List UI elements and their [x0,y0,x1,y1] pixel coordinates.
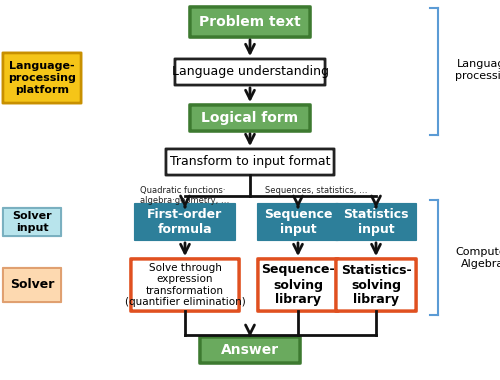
Text: Transform to input format: Transform to input format [170,155,330,168]
FancyBboxPatch shape [3,208,61,236]
Text: Solve through
expression
transformation
(quantifier elimination): Solve through expression transformation … [124,263,246,307]
FancyBboxPatch shape [3,268,61,302]
Text: Sequences, statistics, …: Sequences, statistics, … [265,186,368,195]
Text: First-order
formula: First-order formula [148,208,222,236]
Text: Statistics-
solving
library: Statistics- solving library [340,263,411,307]
FancyBboxPatch shape [190,7,310,37]
Text: Language understanding: Language understanding [172,65,328,79]
FancyBboxPatch shape [131,259,239,311]
FancyBboxPatch shape [336,204,416,240]
FancyBboxPatch shape [135,204,235,240]
FancyBboxPatch shape [175,59,325,85]
FancyBboxPatch shape [258,259,338,311]
Text: Logical form: Logical form [202,111,298,125]
Text: Solver: Solver [10,279,54,291]
FancyBboxPatch shape [200,337,300,363]
FancyBboxPatch shape [166,149,334,175]
Text: Sequence-
solving
library: Sequence- solving library [261,263,335,307]
Text: Sequence
input: Sequence input [264,208,332,236]
FancyBboxPatch shape [190,105,310,131]
Text: Computer
Algebra: Computer Algebra [455,247,500,269]
Text: Language-
processing
platform: Language- processing platform [8,62,76,95]
FancyBboxPatch shape [258,204,338,240]
Text: Problem text: Problem text [199,15,301,29]
Text: Solver
input: Solver input [12,211,52,233]
Text: Answer: Answer [221,343,279,357]
Text: Statistics
input: Statistics input [343,208,409,236]
Text: Quadratic functions·
algebra·geometry, …: Quadratic functions· algebra·geometry, … [140,186,230,206]
FancyBboxPatch shape [336,259,416,311]
FancyBboxPatch shape [3,53,81,103]
Text: Language
processing: Language processing [455,59,500,81]
